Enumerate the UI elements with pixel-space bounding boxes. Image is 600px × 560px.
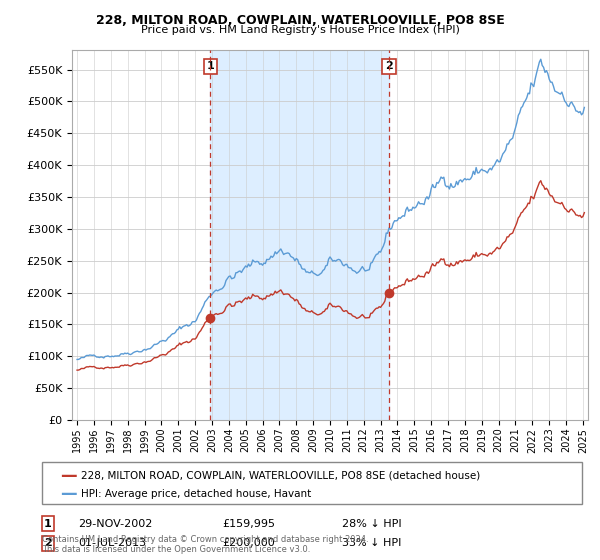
Text: 29-NOV-2002: 29-NOV-2002: [78, 519, 152, 529]
Text: —: —: [60, 486, 77, 503]
Text: HPI: Average price, detached house, Havant: HPI: Average price, detached house, Hava…: [81, 489, 311, 500]
Text: 1: 1: [44, 519, 52, 529]
Text: 228, MILTON ROAD, COWPLAIN, WATERLOOVILLE, PO8 8SE (detached house): 228, MILTON ROAD, COWPLAIN, WATERLOOVILL…: [81, 471, 480, 481]
Text: 1: 1: [206, 62, 214, 72]
Text: £159,995: £159,995: [222, 519, 275, 529]
Bar: [211, 50, 389, 420]
Text: 2: 2: [385, 62, 393, 72]
Text: —: —: [60, 467, 77, 485]
Text: 2: 2: [44, 538, 52, 548]
Text: £200,000: £200,000: [222, 538, 275, 548]
Text: Contains HM Land Registry data © Crown copyright and database right 2024.
This d: Contains HM Land Registry data © Crown c…: [42, 535, 368, 554]
Text: 33% ↓ HPI: 33% ↓ HPI: [342, 538, 401, 548]
Text: 28% ↓ HPI: 28% ↓ HPI: [342, 519, 401, 529]
Text: 01-JUL-2013: 01-JUL-2013: [78, 538, 146, 548]
Text: Price paid vs. HM Land Registry's House Price Index (HPI): Price paid vs. HM Land Registry's House …: [140, 25, 460, 35]
Text: 228, MILTON ROAD, COWPLAIN, WATERLOOVILLE, PO8 8SE: 228, MILTON ROAD, COWPLAIN, WATERLOOVILL…: [95, 14, 505, 27]
